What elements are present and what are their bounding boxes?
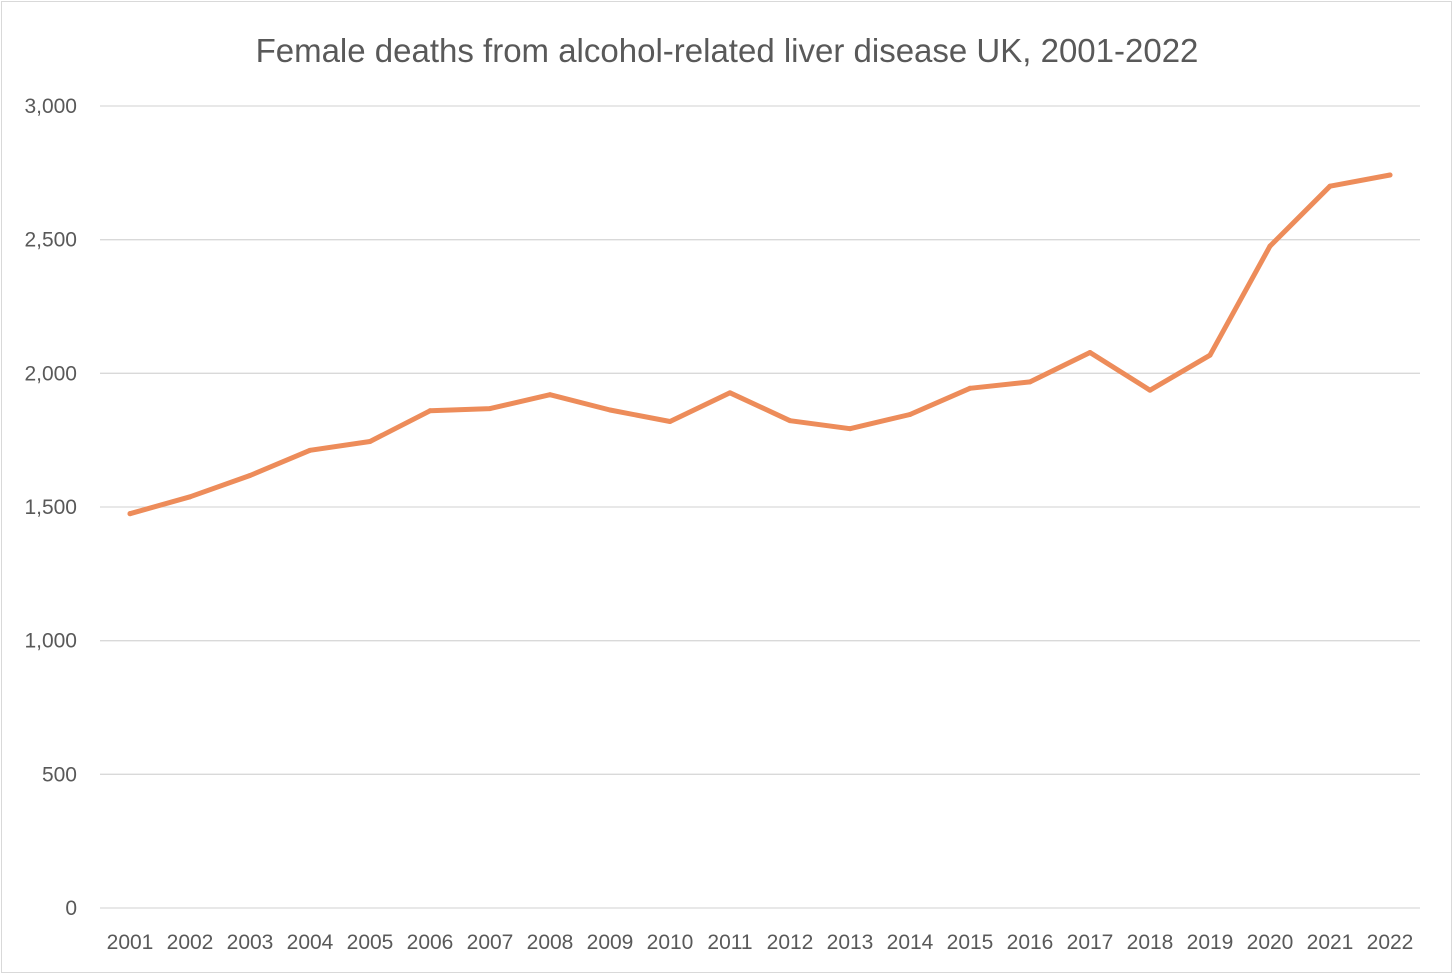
y-tick-label: 1,000 <box>24 630 77 653</box>
x-tick-label: 2014 <box>887 931 934 954</box>
data-point <box>307 447 313 453</box>
data-point <box>847 426 853 432</box>
data-point <box>967 385 973 391</box>
data-point <box>1387 172 1393 178</box>
data-point <box>667 418 673 424</box>
series-group <box>127 172 1393 517</box>
x-tick-label: 2004 <box>287 931 334 954</box>
x-tick-label: 2008 <box>527 931 574 954</box>
x-tick-label: 2007 <box>467 931 514 954</box>
x-tick-label: 2003 <box>227 931 274 954</box>
x-axis-tick-labels: 2001 2002 2003 2004 2005 2006 2007 2008 2009 2010… <box>107 931 1414 954</box>
data-point <box>1147 387 1153 393</box>
data-point <box>727 390 733 396</box>
data-point <box>787 418 793 424</box>
y-tick-label: 2,500 <box>24 229 77 252</box>
series-line <box>127 172 1393 517</box>
x-tick-label: 2022 <box>1367 931 1414 954</box>
x-tick-label: 2020 <box>1247 931 1294 954</box>
x-tick-label: 2015 <box>947 931 994 954</box>
data-point <box>1207 352 1213 358</box>
gridlines <box>100 105 1420 909</box>
x-tick-label: 2012 <box>767 931 814 954</box>
x-tick-label: 2006 <box>407 931 454 954</box>
data-point <box>1327 183 1333 189</box>
chart-title: Female deaths from alcohol-related liver… <box>256 32 1199 69</box>
x-tick-label: 2011 <box>707 931 752 954</box>
x-tick-label: 2019 <box>1187 931 1234 954</box>
y-tick-label: 2,000 <box>24 362 77 385</box>
data-point <box>367 439 373 445</box>
x-tick-label: 2021 <box>1307 931 1354 954</box>
data-point <box>1087 349 1093 355</box>
data-point <box>1027 379 1033 385</box>
y-tick-label: 1,500 <box>24 496 77 519</box>
data-point <box>547 392 553 398</box>
x-tick-label: 2018 <box>1127 931 1174 954</box>
x-tick-label: 2001 <box>107 931 154 954</box>
data-point <box>1267 243 1273 249</box>
x-tick-label: 2010 <box>647 931 694 954</box>
y-axis-tick-labels: 0 500 1,000 1,500 2,000 2,500 3,000 <box>24 95 77 920</box>
x-tick-label: 2016 <box>1007 931 1054 954</box>
data-point <box>607 407 613 413</box>
x-tick-label: 2009 <box>587 931 634 954</box>
y-tick-label: 0 <box>65 897 77 920</box>
y-tick-label: 3,000 <box>24 95 77 118</box>
x-tick-label: 2017 <box>1067 931 1114 954</box>
y-tick-label: 500 <box>42 763 77 786</box>
data-point <box>427 408 433 414</box>
x-tick-label: 2005 <box>347 931 394 954</box>
data-point <box>487 406 493 412</box>
x-tick-label: 2013 <box>827 931 874 954</box>
data-point <box>907 412 913 418</box>
data-point <box>187 494 193 500</box>
data-point <box>127 511 133 517</box>
data-point <box>247 472 253 478</box>
x-tick-label: 2002 <box>167 931 214 954</box>
